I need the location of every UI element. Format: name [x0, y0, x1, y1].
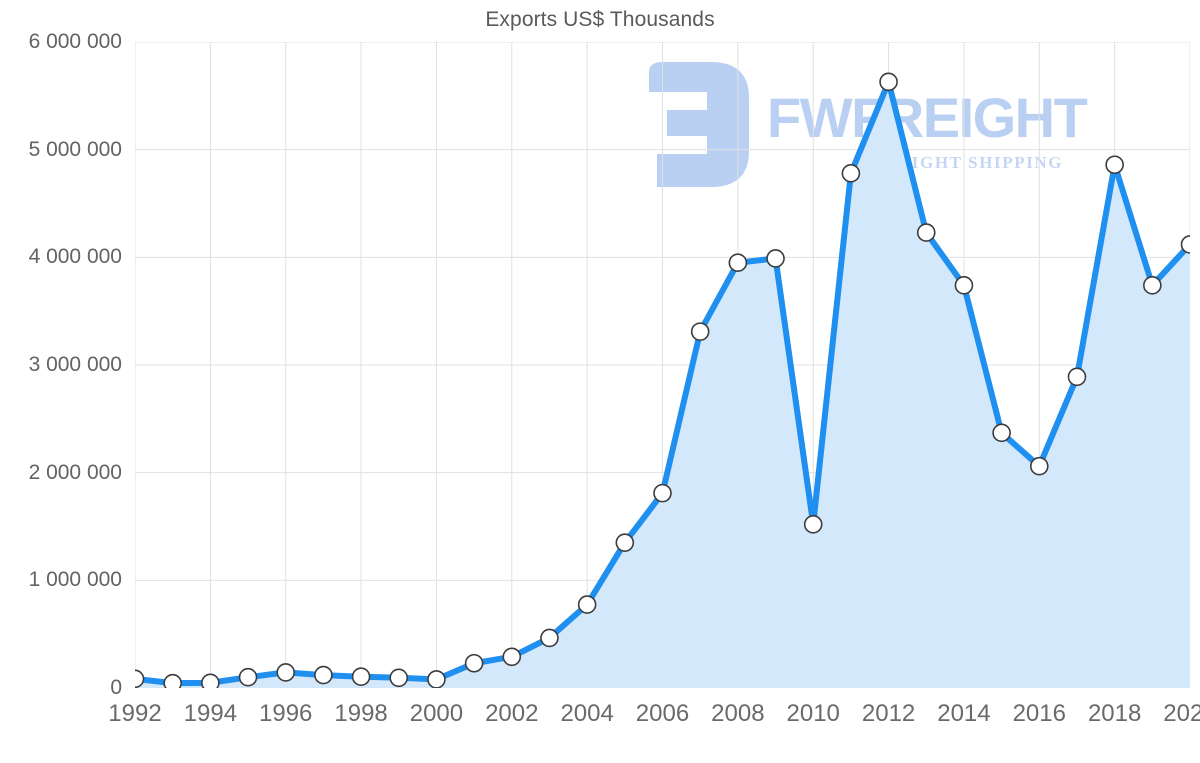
data-point-marker[interactable]: [879, 72, 898, 92]
data-point-marker[interactable]: [238, 667, 258, 687]
x-axis-tick-label: 2002: [485, 700, 539, 727]
x-axis-tick-label: 2006: [635, 700, 690, 727]
y-axis-tick-label: 2 000 000: [28, 460, 122, 484]
x-axis-tick-label: 2000: [409, 700, 464, 727]
y-axis-tick-label: 3 000 000: [28, 353, 122, 376]
data-point-marker[interactable]: [1105, 155, 1124, 175]
data-point-marker[interactable]: [916, 223, 936, 242]
data-point-marker[interactable]: [1029, 456, 1049, 476]
data-point-marker[interactable]: [653, 483, 672, 503]
data-point-marker[interactable]: [314, 665, 333, 685]
data-point-marker[interactable]: [954, 276, 974, 295]
data-point-marker[interactable]: [201, 673, 220, 688]
data-point-marker[interactable]: [540, 628, 559, 648]
x-axis-tick-label: 1992: [108, 700, 162, 727]
data-point-marker[interactable]: [464, 653, 484, 673]
data-point-marker[interactable]: [728, 253, 748, 273]
data-point-marker[interactable]: [615, 533, 635, 552]
x-axis-tick-label: 2014: [937, 700, 991, 727]
x-axis-tick-label: 2018: [1087, 700, 1142, 727]
data-point-marker[interactable]: [1067, 367, 1087, 387]
y-axis-tick-label: 6 000 000: [28, 30, 122, 53]
x-axis-tick-label: 2004: [560, 700, 614, 727]
chart-title: Exports US$ Thousands: [485, 8, 715, 31]
data-point-marker[interactable]: [389, 668, 409, 688]
x-axis-tick-label: 1998: [334, 700, 388, 727]
data-point-marker[interactable]: [841, 164, 861, 183]
data-point-marker[interactable]: [135, 669, 145, 688]
y-axis: 0 1 000 000 2 000 000 3 000 000 4 000 000 5 0…: [0, 0, 122, 763]
y-axis-tick-label: 1 000 000: [28, 568, 122, 592]
series-markers: [135, 72, 1191, 688]
y-axis-tick-label: 4 000 000: [28, 245, 122, 269]
data-point-marker[interactable]: [992, 423, 1011, 443]
data-point-marker[interactable]: [1143, 276, 1162, 295]
data-point-marker[interactable]: [276, 663, 296, 682]
data-point-marker[interactable]: [351, 667, 371, 687]
x-axis-tick-label: 2008: [711, 700, 765, 727]
data-point-marker[interactable]: [163, 673, 182, 688]
x-axis-tick-label: 2016: [1012, 700, 1066, 727]
data-point-marker[interactable]: [577, 595, 597, 614]
x-axis-tick-label: 1996: [259, 700, 313, 727]
data-point-marker[interactable]: [690, 322, 710, 341]
plot-area: [135, 42, 1190, 688]
data-point-marker[interactable]: [427, 670, 446, 688]
data-point-marker[interactable]: [803, 515, 823, 534]
x-axis-tick-label: 2010: [786, 700, 840, 727]
x-axis-tick-label: 2020: [1163, 700, 1200, 727]
data-point-marker[interactable]: [1180, 235, 1191, 254]
data-point-marker[interactable]: [766, 249, 785, 268]
x-axis-tick-label: 1994: [183, 700, 238, 727]
data-point-marker[interactable]: [502, 647, 522, 667]
y-axis-tick-label: 5 000 000: [28, 137, 122, 161]
x-axis-tick-label: 2012: [861, 700, 916, 727]
y-axis-tick-label: 0: [110, 676, 122, 699]
